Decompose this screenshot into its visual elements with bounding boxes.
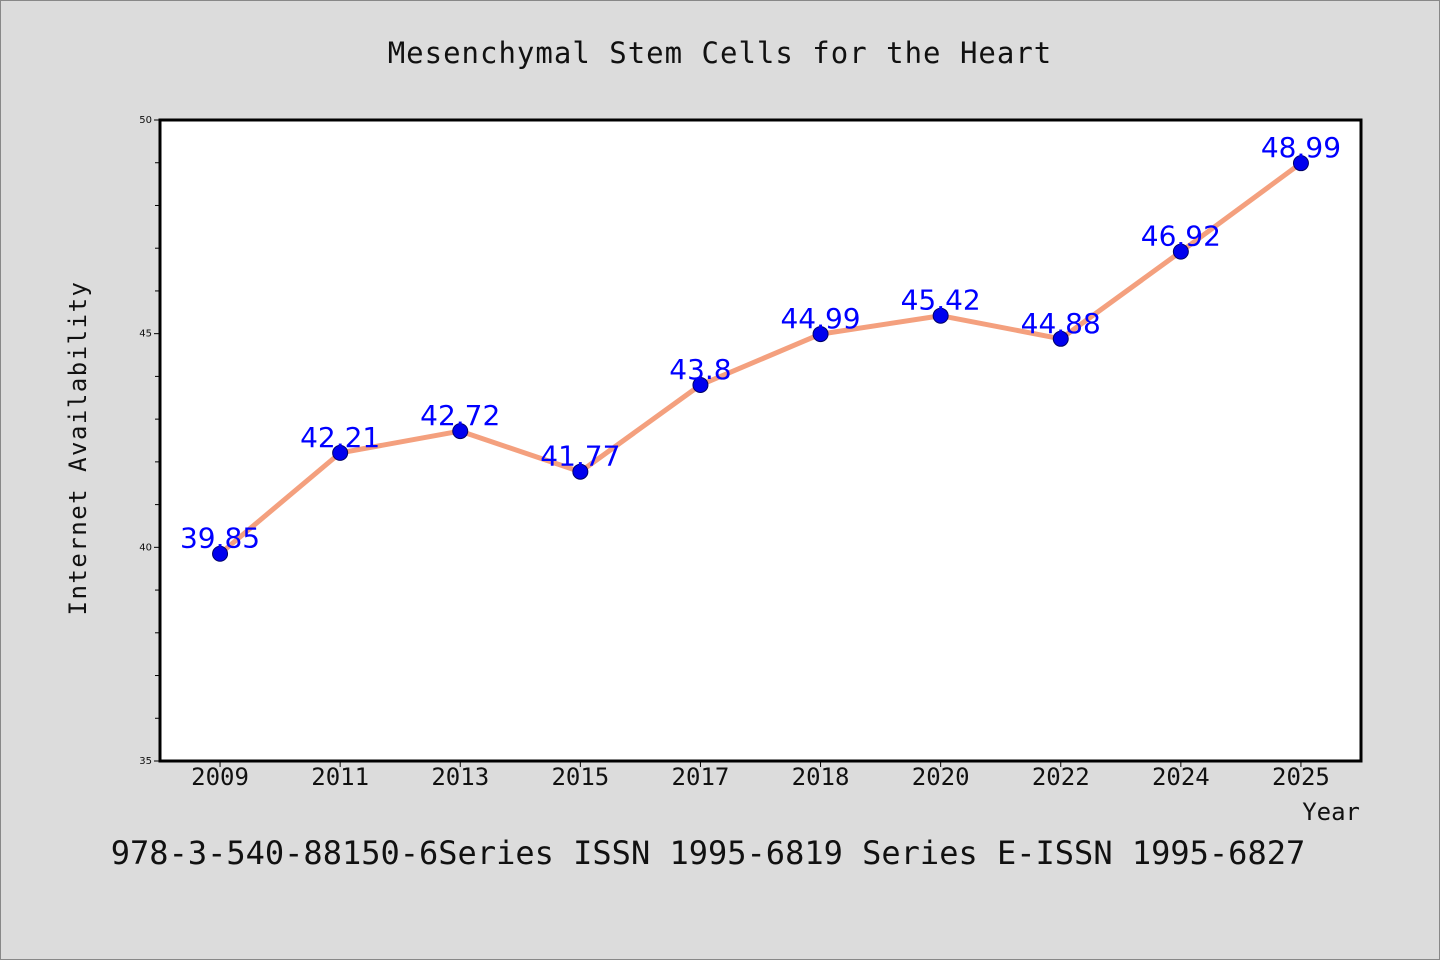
data-point — [692, 376, 709, 393]
data-label: 44.99 — [780, 302, 860, 335]
data-label: 43.8 — [669, 353, 731, 386]
x-tick-label: 2009 — [191, 763, 249, 791]
x-tick-label: 2015 — [551, 763, 609, 791]
y-tick-label: 35 — [139, 756, 152, 767]
x-tick-label: 2013 — [431, 763, 489, 791]
data-point — [812, 326, 829, 343]
y-axis-ticks — [154, 119, 160, 762]
footer-text: 978-3-540-88150-6Series ISSN 1995-6819 S… — [111, 834, 1305, 872]
x-tick-label: 2020 — [912, 763, 970, 791]
y-axis-label: Internet Availability — [64, 281, 92, 616]
data-point — [1292, 155, 1309, 172]
x-axis-ticks — [219, 761, 1302, 767]
data-label: 42.21 — [300, 421, 380, 454]
y-axis-tick-labels: 35 40 45 50 — [139, 115, 152, 767]
data-label: 48.99 — [1261, 131, 1341, 164]
x-tick-label: 2017 — [672, 763, 730, 791]
data-point — [572, 463, 589, 480]
data-point — [932, 307, 949, 324]
data-label: 39.85 — [180, 522, 260, 555]
data-label: 45.42 — [901, 284, 981, 317]
data-label: 46.92 — [1141, 220, 1221, 253]
x-axis-label: Year — [1302, 798, 1360, 826]
chart-title: Mesenchymal Stem Cells for the Heart — [388, 36, 1053, 70]
data-label: 42.72 — [420, 399, 500, 432]
data-label: 44.88 — [1021, 307, 1101, 340]
plot-area — [158, 118, 1363, 763]
x-tick-label: 2011 — [311, 763, 369, 791]
data-point — [332, 444, 349, 461]
series-line — [217, 160, 1304, 557]
y-tick-label: 50 — [139, 115, 152, 126]
x-axis-tick-labels: 2009 2011 2013 2015 2017 2018 2020 2022 2024 2025 — [191, 763, 1330, 791]
data-point — [1052, 330, 1069, 347]
y-tick-label: 45 — [139, 329, 152, 340]
x-tick-label: 2024 — [1152, 763, 1210, 791]
y-tick-label: 40 — [139, 542, 152, 553]
data-point — [1172, 243, 1189, 260]
data-labels: 39.85 42.21 42.72 41.77 43.8 44.99 45.42 44.88 4… — [180, 131, 1341, 555]
x-tick-label: 2018 — [792, 763, 850, 791]
x-tick-label: 2022 — [1032, 763, 1090, 791]
x-tick-label: 2025 — [1272, 763, 1330, 791]
series-markers — [212, 155, 1309, 562]
data-label: 41.77 — [540, 440, 620, 473]
data-point — [452, 423, 469, 440]
data-point — [212, 545, 229, 562]
